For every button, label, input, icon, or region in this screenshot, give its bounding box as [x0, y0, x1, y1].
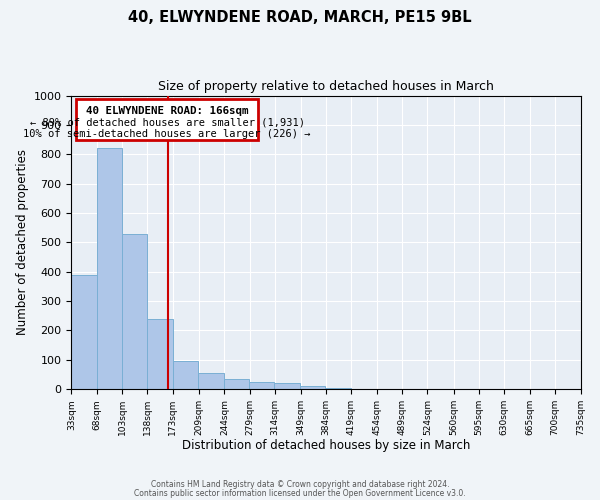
- Y-axis label: Number of detached properties: Number of detached properties: [16, 150, 29, 336]
- Text: ← 89% of detached houses are smaller (1,931): ← 89% of detached houses are smaller (1,…: [29, 118, 305, 128]
- Text: Contains public sector information licensed under the Open Government Licence v3: Contains public sector information licen…: [134, 489, 466, 498]
- Bar: [325, 388, 350, 389]
- Bar: [274, 384, 300, 389]
- X-axis label: Distribution of detached houses by size in March: Distribution of detached houses by size …: [182, 440, 470, 452]
- Bar: [249, 382, 274, 389]
- Bar: [198, 373, 224, 389]
- Bar: [97, 148, 122, 389]
- Bar: [148, 319, 173, 389]
- Bar: [300, 386, 325, 389]
- Text: Contains HM Land Registry data © Crown copyright and database right 2024.: Contains HM Land Registry data © Crown c…: [151, 480, 449, 489]
- Title: Size of property relative to detached houses in March: Size of property relative to detached ho…: [158, 80, 494, 93]
- Bar: [71, 274, 97, 389]
- Text: 40 ELWYNDENE ROAD: 166sqm: 40 ELWYNDENE ROAD: 166sqm: [86, 106, 248, 116]
- Bar: [224, 379, 249, 389]
- Bar: [350, 388, 376, 389]
- FancyBboxPatch shape: [76, 99, 258, 140]
- Bar: [173, 362, 198, 389]
- Text: 40, ELWYNDENE ROAD, MARCH, PE15 9BL: 40, ELWYNDENE ROAD, MARCH, PE15 9BL: [128, 10, 472, 25]
- Bar: [122, 234, 148, 389]
- Text: 10% of semi-detached houses are larger (226) →: 10% of semi-detached houses are larger (…: [23, 130, 311, 140]
